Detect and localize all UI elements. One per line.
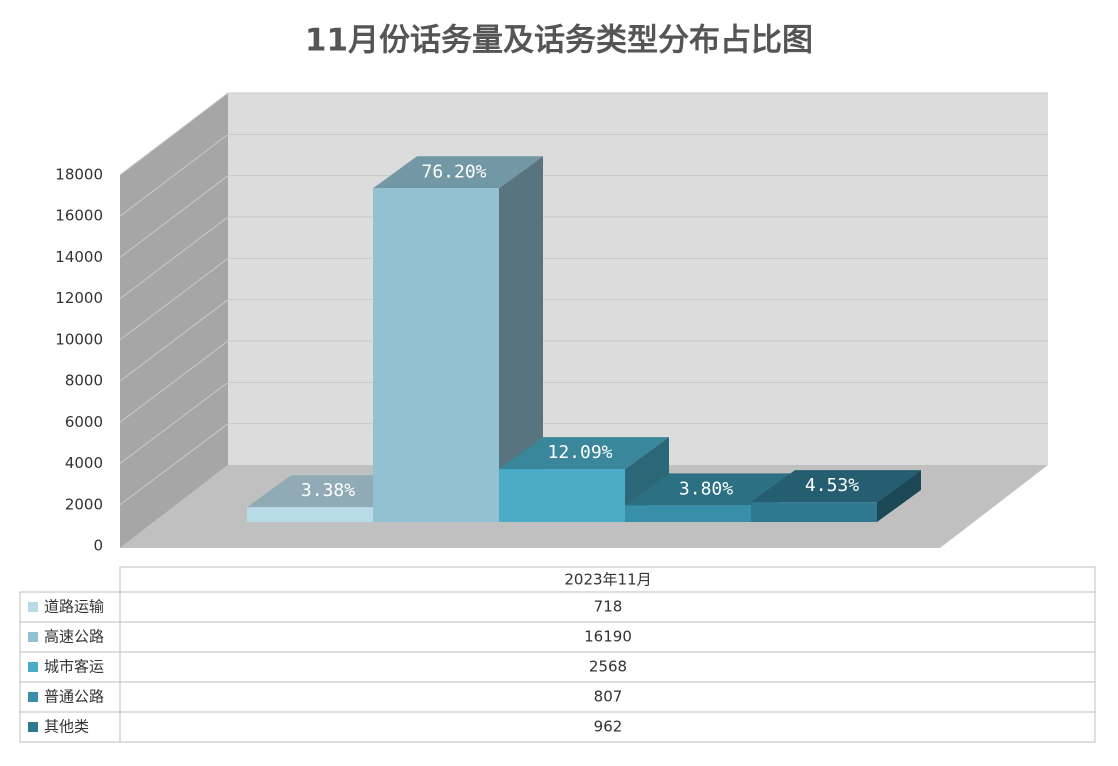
bars: 3.38% 76.20% 12.09% 3.80% 4.53%: [247, 156, 921, 523]
table-value: 807: [594, 688, 623, 706]
data-table: [19, 566, 1096, 743]
grid-line: [119, 133, 1048, 217]
bar-front: [373, 188, 499, 523]
grid-line: [119, 92, 1048, 176]
bar-top: [751, 470, 921, 503]
table-value: 2568: [589, 658, 627, 676]
legend-label: 其他类: [44, 718, 89, 736]
bar-front: [499, 469, 625, 522]
grid-line: [119, 299, 1048, 382]
bar-top: [373, 156, 543, 189]
grid-line: [119, 381, 1048, 464]
bar-front: [625, 505, 751, 522]
legend-swatch: [28, 692, 38, 702]
y-tick-label: 0: [93, 537, 103, 555]
y-tick-label: 2000: [65, 495, 103, 513]
back-wall: [228, 93, 1048, 465]
table-header: 2023年11月: [564, 571, 651, 589]
bar-front: [751, 502, 877, 522]
grid-line: [119, 216, 1048, 300]
y-tick-label: 6000: [65, 413, 103, 431]
y-tick-label: 4000: [65, 454, 103, 472]
share-label: 3.38%: [301, 480, 355, 501]
y-tick-label: 10000: [55, 330, 103, 348]
bar-top: [625, 473, 795, 506]
y-tick-label: 12000: [55, 289, 103, 307]
legend-label: 城市客运: [44, 658, 104, 676]
legend-swatch: [28, 662, 38, 672]
grid-line: [119, 423, 1048, 506]
chart-title: 11月份话务量及话务类型分布占比图: [305, 23, 813, 59]
bar-top: [499, 437, 669, 470]
bar-side: [877, 470, 921, 522]
grid-line: [119, 175, 1048, 258]
y-tick-label: 16000: [55, 207, 103, 225]
share-label: 76.20%: [421, 161, 486, 182]
y-tick-label: 14000: [55, 248, 103, 266]
legend-swatch: [28, 632, 38, 642]
table-value: 962: [594, 718, 623, 736]
legend-swatch: [28, 602, 38, 612]
share-label: 4.53%: [805, 475, 859, 496]
table-value: 16190: [584, 628, 632, 646]
side-wall: [120, 93, 228, 548]
legend-label: 普通公路: [44, 688, 104, 706]
table-border: [19, 591, 1096, 743]
table-value: 718: [594, 598, 623, 616]
legend-label: 道路运输: [44, 598, 104, 616]
bar-side: [499, 156, 543, 523]
grid-line: [119, 257, 1048, 341]
y-tick-label: 8000: [65, 372, 103, 390]
table-rows: 道路运输 718 高速公路 16190 城市客运 2568 普通公路 807 其他类 962: [20, 598, 1095, 736]
share-label: 12.09%: [547, 442, 612, 463]
bar-front: [247, 507, 373, 522]
legend-swatch: [28, 722, 38, 732]
share-label: 3.80%: [679, 478, 733, 499]
legend-label: 高速公路: [44, 628, 104, 646]
grid-line: [119, 340, 1048, 423]
grid: [119, 92, 1048, 506]
y-tick-label: 18000: [55, 166, 103, 184]
